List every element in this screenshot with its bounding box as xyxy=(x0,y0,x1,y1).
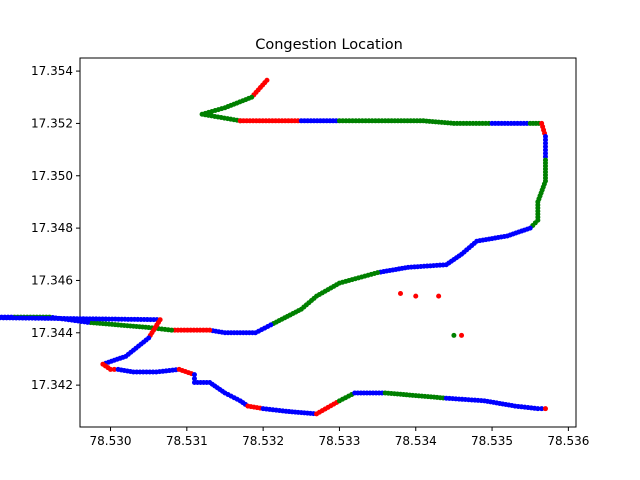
x-tick-label: 78.532 xyxy=(242,434,284,448)
x-tick-label: 78.534 xyxy=(395,434,437,448)
route-point xyxy=(397,291,403,297)
route-point xyxy=(108,366,114,372)
route-point xyxy=(191,376,197,382)
route-point xyxy=(542,406,548,412)
y-axis: 17.342 17.344 17.346 17.348 17.350 17.352 17.3… xyxy=(31,64,80,392)
y-tick-label: 17.346 xyxy=(31,273,73,287)
route-point xyxy=(451,332,457,338)
x-tick-label: 78.535 xyxy=(471,434,513,448)
route-point xyxy=(111,366,117,372)
chart-title: Congestion Location xyxy=(255,37,403,53)
x-tick-label: 78.536 xyxy=(547,434,589,448)
route-point xyxy=(436,293,442,299)
route-layer xyxy=(0,77,548,417)
x-tick-label: 78.530 xyxy=(90,434,132,448)
route-point xyxy=(535,406,541,412)
route-point xyxy=(459,332,465,338)
y-tick-label: 17.350 xyxy=(31,169,73,183)
y-tick-label: 17.352 xyxy=(31,116,73,130)
y-tick-label: 17.342 xyxy=(31,378,73,392)
y-tick-label: 17.348 xyxy=(31,221,73,235)
route-point xyxy=(413,293,419,299)
y-tick-label: 17.354 xyxy=(31,64,73,78)
y-tick-label: 17.344 xyxy=(31,326,73,340)
x-axis: 78.530 78.531 78.532 78.533 78.534 78.535 78.5… xyxy=(90,427,589,448)
x-tick-label: 78.533 xyxy=(318,434,360,448)
route-point xyxy=(539,406,545,412)
route-point xyxy=(191,372,197,378)
x-tick-label: 78.531 xyxy=(166,434,208,448)
